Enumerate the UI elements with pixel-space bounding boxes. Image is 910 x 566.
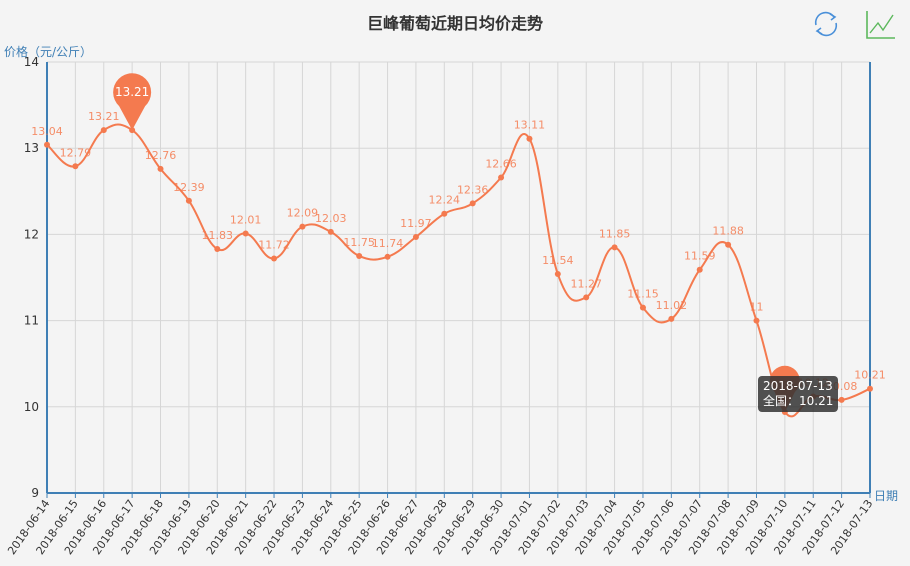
data-point[interactable] <box>299 223 306 230</box>
data-label: 11.54 <box>542 254 574 267</box>
max-mark-pin <box>113 73 152 131</box>
data-point[interactable] <box>157 165 164 172</box>
y-tick-label: 12 <box>24 227 39 241</box>
data-point[interactable] <box>725 241 732 248</box>
data-label: 11.15 <box>627 288 659 301</box>
data-label: 12.39 <box>173 181 205 194</box>
data-label: 11.85 <box>599 227 631 240</box>
data-label: 12.79 <box>60 146 92 159</box>
data-point[interactable] <box>384 253 391 260</box>
data-label: 11.02 <box>656 299 688 312</box>
data-point[interactable] <box>753 317 760 324</box>
data-label: 12.36 <box>457 183 489 196</box>
refresh-icon <box>814 11 838 37</box>
data-label: 13.11 <box>514 119 546 132</box>
data-point[interactable] <box>611 244 618 251</box>
data-point[interactable] <box>668 315 675 322</box>
data-label: 10.21 <box>854 369 886 382</box>
data-point[interactable] <box>583 294 590 301</box>
data-point[interactable] <box>271 255 278 262</box>
data-label: 13.04 <box>31 125 63 138</box>
data-label: 13.21 <box>88 110 120 123</box>
data-point[interactable] <box>72 163 79 170</box>
line-chart-icon <box>866 11 895 39</box>
data-label: 12.24 <box>429 194 461 207</box>
y-tick-label: 14 <box>24 55 39 69</box>
data-label: 11.83 <box>202 229 234 242</box>
tooltip-date: 2018-07-13 <box>763 379 833 393</box>
data-point[interactable] <box>327 228 334 235</box>
data-point[interactable] <box>554 271 561 278</box>
line-chart-button[interactable] <box>864 8 896 40</box>
y-tick-label: 13 <box>24 141 39 155</box>
data-point[interactable] <box>498 174 505 181</box>
data-point[interactable] <box>696 266 703 273</box>
data-point[interactable] <box>469 200 476 207</box>
data-point[interactable] <box>838 396 845 403</box>
data-point[interactable] <box>100 127 107 134</box>
data-label: 12.66 <box>485 158 517 171</box>
data-point[interactable] <box>526 135 533 142</box>
y-axis-label: 价格（元/公斤） <box>4 44 92 59</box>
tooltip-value: 全国：10.21 <box>763 394 834 408</box>
data-point[interactable] <box>867 385 873 392</box>
data-label: 11.74 <box>372 237 404 250</box>
data-label: 12.76 <box>145 149 177 162</box>
data-label: 11.59 <box>684 250 716 263</box>
data-label: 11.97 <box>400 217 432 230</box>
data-point[interactable] <box>412 233 419 240</box>
tooltip: 2018-07-13 全国：10.21 <box>758 376 839 412</box>
data-label: 11.88 <box>712 225 744 238</box>
toolbox <box>810 8 896 40</box>
data-label: 12.09 <box>287 207 319 220</box>
chart-title: 巨峰葡萄近期日均价走势 <box>366 14 543 33</box>
data-point[interactable] <box>214 246 221 253</box>
series-line <box>46 123 871 418</box>
data-point[interactable] <box>44 141 50 148</box>
data-point[interactable] <box>242 230 249 237</box>
data-point[interactable] <box>639 304 646 311</box>
data-point[interactable] <box>356 252 363 259</box>
data-label: 12.01 <box>230 214 262 227</box>
data-point[interactable] <box>185 197 192 204</box>
data-label: 11.75 <box>343 236 375 249</box>
restore-button[interactable] <box>810 8 842 40</box>
data-label: 12.03 <box>315 212 347 225</box>
y-tick-label: 11 <box>24 314 39 328</box>
data-label: 11 <box>749 301 763 314</box>
y-tick-label: 9 <box>31 486 39 500</box>
y-tick-label: 10 <box>24 400 39 414</box>
data-label: 11.72 <box>258 239 290 252</box>
max-mark-label: 13.21 <box>115 85 149 99</box>
x-axis-label: 日期 <box>874 489 898 503</box>
data-label: 11.27 <box>570 277 602 290</box>
data-point[interactable] <box>441 210 448 217</box>
